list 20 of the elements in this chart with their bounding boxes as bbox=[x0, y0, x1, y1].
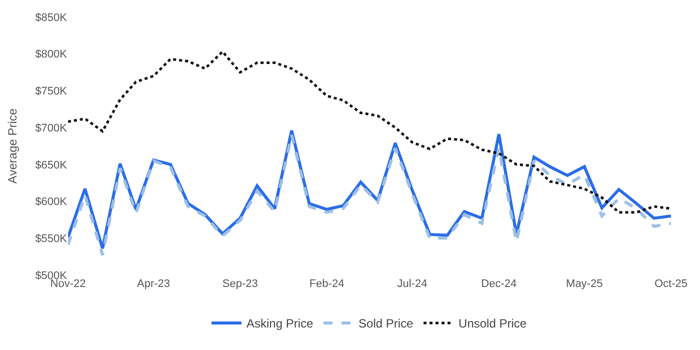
legend-label: Sold Price bbox=[358, 316, 414, 331]
x-tick-label: Feb-24 bbox=[309, 278, 344, 290]
x-tick-label: Apr-23 bbox=[136, 278, 170, 290]
x-tick-label: Nov-22 bbox=[50, 278, 86, 290]
y-axis-title: Average Price bbox=[5, 108, 20, 184]
y-tick-label: $700K bbox=[35, 122, 68, 134]
x-tick-label: Sep-23 bbox=[222, 278, 258, 290]
y-tick-label: $600K bbox=[35, 196, 68, 208]
y-tick-label: $550K bbox=[35, 232, 68, 245]
legend-label: Unsold Price bbox=[458, 316, 527, 331]
legend-label: Asking Price bbox=[246, 316, 314, 331]
x-tick-label: Dec-24 bbox=[481, 278, 517, 290]
x-tick-label: Jul-24 bbox=[397, 278, 428, 290]
x-tick-label: Oct-25 bbox=[654, 278, 688, 290]
y-tick-label: $750K bbox=[35, 86, 68, 98]
y-tick-label: $850K bbox=[35, 12, 68, 24]
line-series bbox=[68, 50, 671, 214]
y-tick-label: $800K bbox=[35, 48, 68, 61]
x-tick-label: May-25 bbox=[566, 278, 603, 290]
y-tick-label: $650K bbox=[35, 159, 68, 172]
